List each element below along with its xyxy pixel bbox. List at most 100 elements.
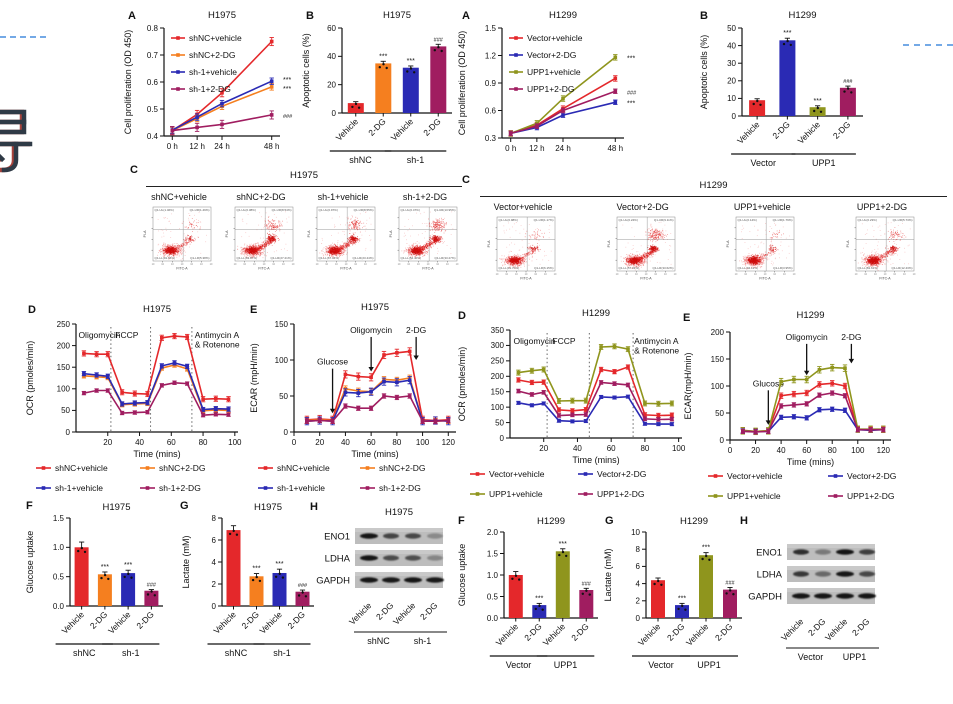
panel-letter: C [462,174,470,186]
bar-Vehicle-2: *** Vehicle [796,98,826,146]
panel-letter: B [306,10,314,22]
flow-plot-sh-1+vehicle: sh-1+vehicle [306,192,380,277]
svg-text:2: 2 [636,597,641,606]
svg-text:UPP1+2-DG: UPP1+2-DG [597,489,644,499]
chart-title: H1299 [789,10,817,21]
panel-letter: E [250,304,258,316]
svg-text:8: 8 [636,545,641,554]
svg-text:24 h: 24 h [555,144,571,153]
chart-title: H1975 [103,502,131,513]
group-label: Vector [506,660,532,670]
svg-text:Vector+vehicle: Vector+vehicle [727,471,783,481]
protein-band [427,555,443,561]
series-sh-1+2-DG [304,393,451,424]
legend: Vector+vehicle Vector+2-DG UPP1+vehicle UPP… [509,33,583,94]
flow-cytometry-row-h1975: H1975 shNC+vehicle shNC+2-DG sh-1+vehicle sh… [126,170,466,277]
series-shNC+2-DG [304,374,451,425]
y-axis-label: ECAR (mpH/min) [249,343,259,413]
x-ticks: 0 20 40 60 80 100 120 [728,440,891,455]
bar-Vehicle-0: Vehicle [60,541,89,636]
svg-text:48 h: 48 h [607,144,623,153]
significance-label: ### [298,583,308,589]
flow-title: H1975 [290,170,318,181]
significance-label: *** [559,541,567,548]
x-ticks: 0 20 40 60 80 100 120 [292,432,456,447]
svg-text:0.3: 0.3 [485,134,497,143]
svg-text:50: 50 [727,24,736,33]
svg-text:0.4: 0.4 [147,132,159,141]
significance-label: ### [147,583,157,589]
bar-chart: H1299 Glucose uptake 0.0 0.5 1.0 1.5 2.0 Vehicl… [457,516,598,670]
legend: Vector+vehicle Vector+2-DG UPP1+vehicle UPP… [470,469,646,499]
svg-text:100: 100 [711,382,725,391]
group-label: Vector [648,660,674,670]
svg-text:80: 80 [392,438,401,447]
blot-row-label: GAPDH [316,576,350,587]
western-blot-h1299: ENO1 LDHA GAPDH Vehicle 2-DG Vehicle 2-DG Vecto… [735,510,905,680]
series-UPP1+2-DG [508,88,618,137]
svg-text:0.5: 0.5 [487,592,499,601]
bar-Vehicle-0: Vehicle [735,98,766,146]
left-dashed-guide-line [0,36,46,38]
lactate-bar-chart-h1975: H1975 Lactate (mM) 0 2 4 6 8 Vehicle *** 2-DG *** V… [176,496,328,704]
svg-text:0.5: 0.5 [53,572,65,581]
glucose-uptake-bar-chart-h1299: H1299 Glucose uptake 0.0 0.5 1.0 1.5 2.0 Vehicl… [452,510,610,704]
chart-title: H1299 [537,516,565,527]
panel-letter: H [310,501,318,513]
svg-text:20: 20 [315,438,324,447]
category-label: 2-DG [366,116,387,137]
y-ticks: 0.0 0.5 1.0 1.5 [53,514,70,611]
group-label: shNC [73,648,96,658]
significance-label: ### [627,90,637,96]
svg-text:2: 2 [212,580,217,589]
chart-title: H1975 [143,304,171,315]
x-ticks: 0 h 12 h 24 h 48 h [505,138,623,153]
protein-band [360,555,378,561]
svg-text:0.8: 0.8 [147,24,159,33]
svg-text:0.0: 0.0 [53,602,65,611]
svg-text:sh-1+2-DG: sh-1+2-DG [379,483,421,493]
annotation: Oligomycin [78,330,120,340]
protein-band [858,593,876,599]
svg-text:40: 40 [135,438,144,447]
svg-text:0: 0 [332,109,337,118]
lane-label: 2-DG [418,600,439,621]
bar-2-DG-3: ### 2-DG [134,583,159,631]
series-UPP1+2-DG [740,390,886,435]
protein-band [427,533,443,539]
svg-text:12 h: 12 h [529,144,545,153]
category-label: Vehicle [60,609,87,636]
annotation: 2-DG [841,332,861,342]
svg-text:150: 150 [711,355,725,364]
svg-text:50: 50 [61,406,70,415]
annotation: FCCP [552,336,575,346]
y-ticks: 0.0 0.5 1.0 1.5 2.0 [487,528,504,623]
group-label: UPP1 [812,158,836,168]
svg-text:150: 150 [491,388,505,397]
significance-label: *** [783,30,791,37]
flow-cytometry-plot [306,205,380,277]
significance-label: *** [627,55,635,62]
svg-text:100: 100 [851,446,865,455]
flow-plot-Vector+vehicle: Vector+vehicle [486,202,560,287]
protein-band [405,555,421,561]
panel-letter: A [128,10,136,22]
svg-text:40: 40 [727,41,736,50]
blot-row-label: GAPDH [748,592,782,603]
series-sh-1+2-DG [81,380,231,418]
flow-cytometry-plot [605,215,680,287]
significance-label: *** [678,595,686,602]
series-Vector+2-DG [508,99,618,137]
series-shNC+2-DG [81,362,231,414]
series-UPP1+2-DG [516,380,675,422]
panel-c-flow-cytometry-h1299: C H1299 Vector+vehicle Vector+2-DG UPP1+veh… [456,170,953,310]
panel-a-proliferation-h1299: A H1299 Cell proliferation (OD 450) 0.3 0.6… [452,4,660,174]
significance-label: ### [283,114,293,120]
svg-text:4: 4 [212,558,217,567]
group-label: shNC [225,648,248,658]
panel-d-ocr-h1975: D H1975 OCR (pmoles/min) 0 50 100 150 200 250 20… [20,296,252,502]
x-axis-label: Time (mins) [351,449,398,459]
